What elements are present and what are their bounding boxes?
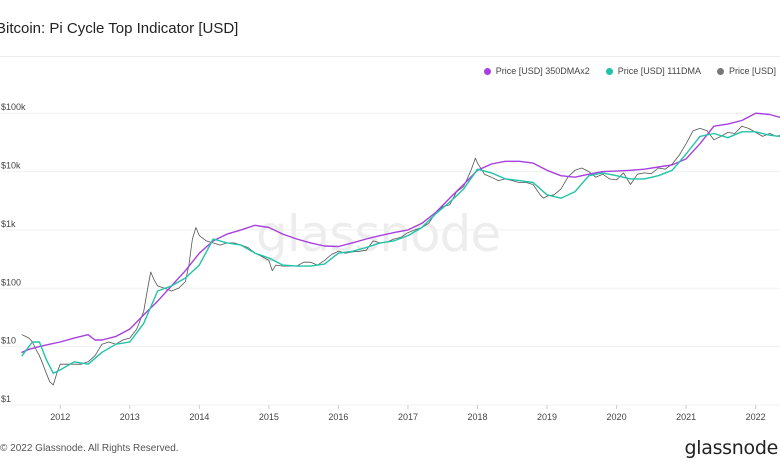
x-tick-label: 2016 [328,412,348,422]
legend-label-111dma: Price [USD] 111DMA [617,66,701,76]
x-tick-label: 2013 [120,412,140,422]
page-title: Bitcoin: Pi Cycle Top Indicator [USD] [0,20,239,37]
legend-item-350dmax2[interactable]: Price [USD] 350DMAx2 [483,66,590,76]
x-tick-label: 2012 [50,412,70,422]
x-tick-label: 2017 [398,412,418,422]
legend-item-111dma[interactable]: Price [USD] 111DMA [605,66,701,76]
legend-dot-icon [483,67,491,75]
x-tick-label: 2018 [467,412,487,422]
x-tick-label: 2022 [746,412,766,422]
series-line-350dmax2 [21,112,780,353]
x-tick-label: 2015 [259,412,279,422]
series-line-111dma [21,131,780,374]
y-tick-label: $1 [1,394,11,404]
legend-dot-icon [605,67,613,75]
x-tick-label: 2020 [607,412,627,422]
y-tick-label: $100 [1,277,21,287]
copyright-text: © 2022 Glassnode. All Rights Reserved. [0,443,179,454]
x-tick-label: 2014 [189,412,209,422]
legend: Price [USD] 350DMAx2 Price [USD] 111DMA … [483,64,776,78]
legend-label-price: Price [USD] [728,66,776,76]
y-tick-label: $10 [1,336,16,346]
series-line-price [21,125,780,386]
y-tick-label: $100k [1,102,26,112]
y-tick-label: $1k [1,219,16,229]
x-tick-label: 2021 [676,412,696,422]
y-tick-label: $10k [1,161,21,171]
legend-item-price[interactable]: Price [USD] [716,66,776,76]
x-tick-label: 2019 [537,412,557,422]
legend-label-350dmax2: Price [USD] 350DMAx2 [495,66,590,76]
legend-dot-icon [716,67,724,75]
header-divider [0,56,780,57]
glassnode-logo: glassnode [684,437,779,459]
